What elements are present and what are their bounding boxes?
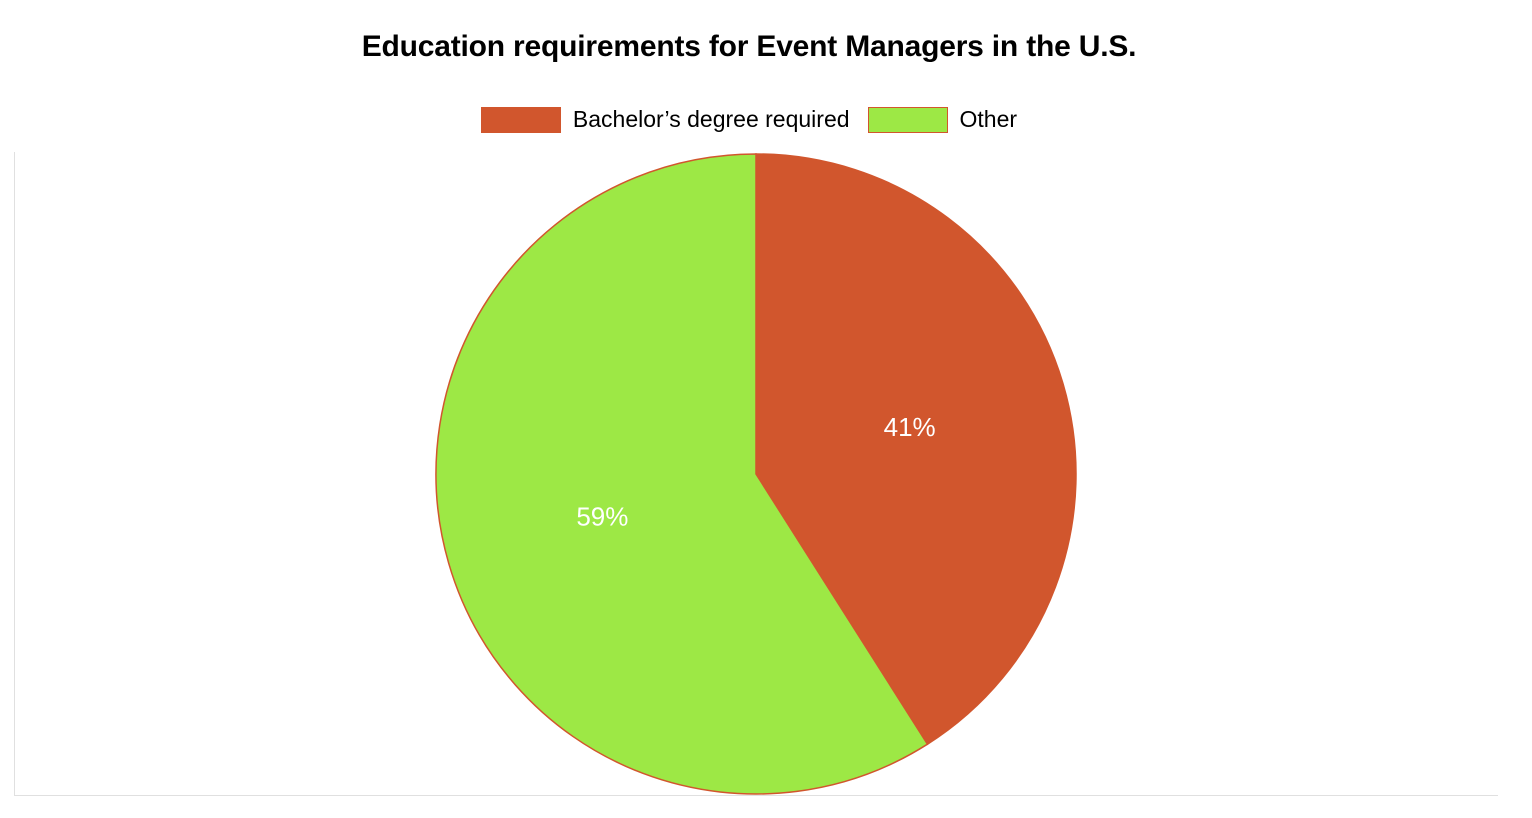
- pie-slice-bachelors[interactable]: [755, 153, 1077, 746]
- legend-swatch-other: [867, 106, 948, 133]
- legend-swatch-bachelors: [480, 106, 561, 133]
- legend-item-other[interactable]: Other: [867, 106, 1018, 133]
- legend: Bachelor’s degree required Other: [0, 106, 1498, 133]
- legend-label-bachelors: Bachelor’s degree required: [572, 106, 850, 132]
- legend-item-bachelors[interactable]: Bachelor’s degree required: [480, 106, 850, 133]
- pie-data-label-other: 59%: [576, 502, 628, 532]
- legend-label-other: Other: [959, 106, 1018, 132]
- pie-data-label-bachelors: 41%: [884, 412, 936, 442]
- chart-title: Education requirements for Event Manager…: [361, 30, 1137, 63]
- pie-slice-other[interactable]: [435, 153, 929, 795]
